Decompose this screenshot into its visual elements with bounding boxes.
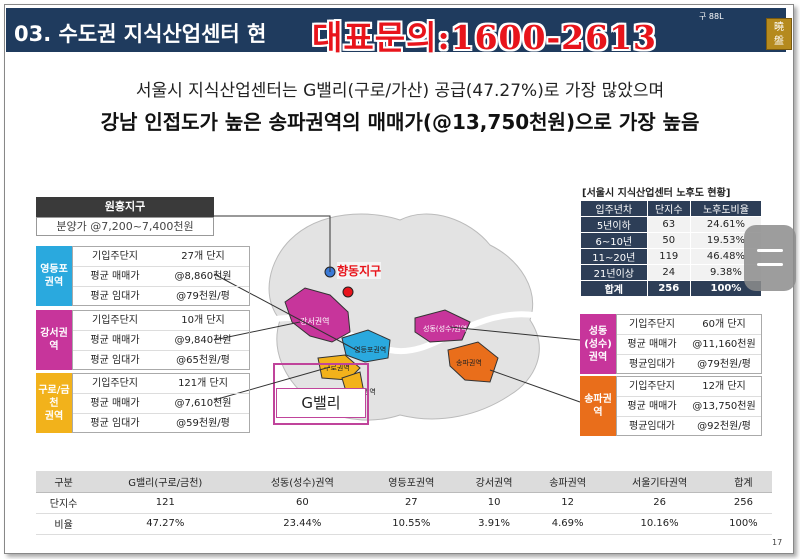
summary-header: 강서권역 xyxy=(457,471,531,493)
seongdong-map-label: 성동(성수)권역 xyxy=(423,324,467,333)
table-total-row: 합계 256 100% xyxy=(580,280,763,297)
seal-logo: 曉 盤 xyxy=(766,18,792,50)
row-key: 평균임대가 xyxy=(629,359,675,370)
row-value: @13,750천원 xyxy=(692,401,756,412)
region-card-yeongdeungpo: 영등포 권역 기입주단지 27개 단지 평균 매매가 @8,860천원 평균 임대가 @… xyxy=(36,246,250,306)
gangseo-map-label: 강서권역 xyxy=(300,316,329,326)
row-value: @9,840천원 xyxy=(174,335,232,346)
row-value: 12개 단지 xyxy=(702,381,746,392)
connector-wonheung xyxy=(214,215,331,272)
age-header: 단지수 xyxy=(646,200,691,217)
seal-char-2: 盤 xyxy=(774,36,784,47)
table-row: 11~20년 119 46.48% xyxy=(580,248,763,265)
phone-watermark: 대표문의:1600-2613 xyxy=(312,18,658,57)
row-value: @65천원/평 xyxy=(176,355,230,366)
yeongdeungpo-map-label: 영등포권역 xyxy=(354,345,386,354)
region-tag: 강서권역 xyxy=(36,310,72,370)
row-value: 10개 단지 xyxy=(181,315,225,326)
age-table: 입주년차 단지수 노후도비율 5년이하 63 24.61% 6~10년 50 19.53… xyxy=(580,200,763,297)
menu-line-icon xyxy=(757,263,783,266)
row-value: @11,160천원 xyxy=(692,339,756,350)
region-card-gangseo: 강서권역 기입주단지 10개 단지 평균 매매가 @9,840천원 평균 임대가 @6… xyxy=(36,310,250,370)
row-key: 평균 매매가 xyxy=(90,398,140,409)
gvalley-highlight xyxy=(273,363,369,425)
summary-header: G밸리(구로/금천) xyxy=(91,471,240,493)
menu-handle-button[interactable] xyxy=(744,225,796,291)
songpa-area xyxy=(447,341,499,383)
row-key: 평균 임대가 xyxy=(90,418,140,429)
table-row: 6~10년 50 19.53% xyxy=(580,232,763,249)
red-marker xyxy=(342,286,354,298)
songpa-map-label: 송파권역 xyxy=(456,358,482,367)
summary-header: 서울기타권역 xyxy=(604,471,715,493)
summary-header: 합계 xyxy=(714,471,772,493)
gangseo-area xyxy=(284,287,351,343)
guro-map-label: 구로권역 xyxy=(324,363,350,372)
region-card-seongdong: 성동(성수) 권역 기입주단지 60개 단지 평균 매매가 @11,160천원 평균임… xyxy=(580,314,794,374)
wonheung-detail: 분양가 @7,200~7,400천원 xyxy=(36,217,214,236)
row-value: 27개 단지 xyxy=(181,251,225,262)
yeongdeungpo-area xyxy=(341,329,391,363)
seongdong-area xyxy=(414,309,471,343)
table-row: 21년이상 24 9.38% xyxy=(580,264,763,281)
row-value: 60개 단지 xyxy=(702,319,746,330)
summary-line-2: 강남 인접도가 높은 송파권역의 매매가(@13,750천원)으로 가장 높음 xyxy=(100,110,700,134)
summary-header: 성동(성수)권역 xyxy=(239,471,366,493)
row-key: 기입주단지 xyxy=(92,251,138,262)
row-value: @7,610천원 xyxy=(174,398,232,409)
region-card-guro-geumcheon: 구로/금천 권역 기입주단지 121개 단지 평균 매매가 @7,610천원 평균 임… xyxy=(36,373,250,433)
connector-guro xyxy=(213,366,331,401)
connector-seongdong xyxy=(449,326,581,341)
title-bar: 03. 수도권 지식산업센터 현 구 88L 대표문의:1600-2613 曉 … xyxy=(6,8,792,57)
title-subtext: 구 88L xyxy=(699,12,724,21)
gvalley-label: G밸리 xyxy=(276,388,366,418)
seal-char-1: 曉 xyxy=(774,22,784,33)
table-row: 비율 47.27% 23.44% 10.55% 3.91% 4.69% 10.16% 100… xyxy=(36,513,772,535)
row-key: 기입주단지 xyxy=(629,381,675,392)
wonheung-title: 원흥지구 xyxy=(36,197,214,217)
connector-yeongdeungpo xyxy=(213,273,361,353)
row-key: 기입주단지 xyxy=(629,319,675,330)
summary-header: 구분 xyxy=(36,471,92,493)
connector-songpa xyxy=(489,369,581,403)
table-row: 5년이하 63 24.61% xyxy=(580,216,763,233)
row-key: 평균임대가 xyxy=(629,421,675,432)
page-title: 03. 수도권 지식산업센터 현 xyxy=(14,22,267,46)
summary-table: 구분 G밸리(구로/금천) 성동(성수)권역 영등포권역 강서권역 송파권역 서… xyxy=(36,471,772,535)
row-value: @8,860천원 xyxy=(174,271,232,282)
row-value: @59천원/평 xyxy=(176,418,230,429)
region-card-songpa: 송파권역 기입주단지 12개 단지 평균 매매가 @13,750천원 평균임대가 @9… xyxy=(580,376,794,436)
row-value: @79천원/평 xyxy=(176,291,230,302)
connector-gangseo xyxy=(213,321,301,341)
row-value: @79천원/평 xyxy=(697,359,751,370)
page-number: 17 xyxy=(772,538,783,547)
region-tag: 구로/금천 권역 xyxy=(36,373,72,433)
table-row: 단지수 121 60 27 10 12 26 256 xyxy=(36,492,772,514)
age-header: 입주년차 xyxy=(580,200,648,217)
row-key: 평균 임대가 xyxy=(90,355,140,366)
menu-line-icon xyxy=(757,249,783,252)
region-tag: 송파권역 xyxy=(580,376,616,436)
summary-header: 영등포권역 xyxy=(365,471,458,493)
region-tag: 성동(성수) 권역 xyxy=(580,314,616,374)
row-key: 평균 임대가 xyxy=(90,291,140,302)
row-key: 평균 매매가 xyxy=(90,271,140,282)
row-value: @92천원/평 xyxy=(697,421,751,432)
age-table-title: [서울시 지식산업센터 노후도 현황] xyxy=(582,188,731,199)
row-value: 121개 단지 xyxy=(178,378,228,389)
row-key: 기입주단지 xyxy=(92,378,138,389)
age-header: 노후도비율 xyxy=(689,200,763,217)
summary-header: 송파권역 xyxy=(530,471,605,493)
row-key: 평균 매매가 xyxy=(627,401,677,412)
region-tag: 영등포 권역 xyxy=(36,246,72,306)
row-key: 기입주단지 xyxy=(92,315,138,326)
row-key: 평균 매매가 xyxy=(90,335,140,346)
summary-line-1: 서울시 지식산업센터는 G밸리(구로/가산) 공급(47.27%)로 가장 많았… xyxy=(135,81,665,101)
row-key: 평균 매매가 xyxy=(627,339,677,350)
hyangdong-label: 향동지구 xyxy=(337,262,382,279)
